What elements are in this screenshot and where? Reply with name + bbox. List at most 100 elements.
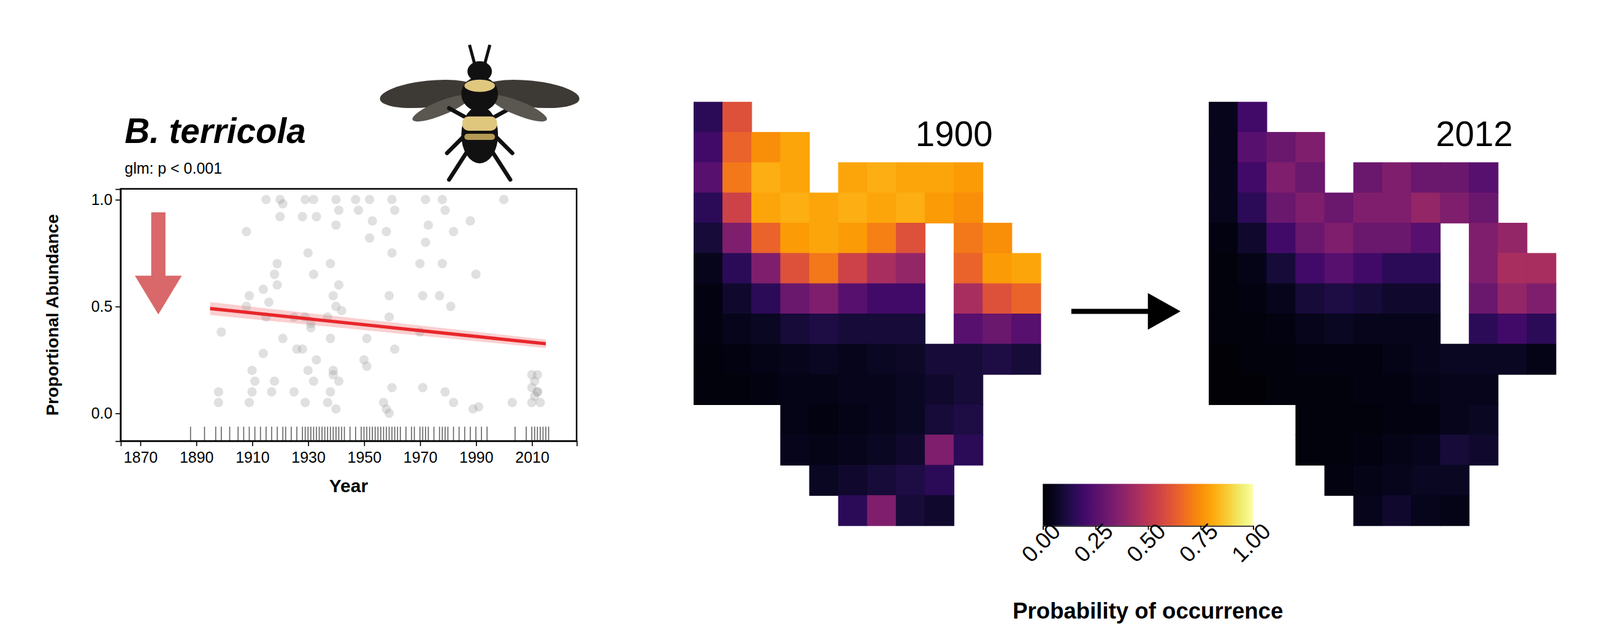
point [269,269,280,279]
map-cell [809,283,839,314]
point [241,301,251,311]
map-cell [1266,162,1296,193]
map-cell [1382,283,1412,314]
map-cell [1238,374,1267,405]
subtitle: glm: p < 0.001 [124,159,223,177]
point [390,205,400,215]
map-cell [1295,434,1325,465]
map-cell [983,313,1012,345]
map-cell [694,192,724,223]
map-cell [1440,344,1470,375]
map-cell [954,283,984,314]
map-cell [1498,223,1528,254]
rug-tick [486,426,488,441]
map-cell [723,374,752,405]
map-cell [1238,283,1267,314]
map-cell [1411,283,1440,314]
map-cell [867,464,896,495]
map-cell [809,404,839,435]
point [440,205,450,215]
map-cell [694,313,724,345]
point [272,258,282,268]
point [527,397,537,407]
x-tick: 2010 [515,440,549,467]
map [694,101,1042,525]
map-cell [867,313,896,345]
map-cell [867,434,896,465]
map-cell [1382,464,1412,495]
x-tick: 1950 [347,440,382,467]
map-cell [1353,494,1383,525]
colorbar-axis: 0.000.250.500.751.00 [1016,518,1276,567]
rug-tick [260,426,262,441]
x-tick-label: 1870 [123,448,158,466]
point [311,211,321,221]
rug-tick [374,426,376,441]
map-cell [954,344,984,375]
map-cell [780,404,810,435]
map-cell [780,162,810,193]
map-cell [694,162,724,193]
map-cell [1295,223,1325,254]
map-cell [1295,344,1325,375]
point [361,361,372,371]
map-cell [838,313,868,345]
map-cell [838,283,868,314]
map-cell [895,192,925,223]
map-cell [1209,374,1239,405]
point [264,297,274,307]
map-cell [1266,253,1296,284]
point [275,211,285,221]
rug-tick [290,426,292,441]
rug-tick [237,426,239,441]
point [507,397,517,407]
point [386,382,397,392]
map-cell [751,283,781,314]
map-cell [723,283,752,314]
map-cell [1382,344,1412,375]
map-cell [1209,132,1239,163]
point [325,333,335,343]
map-cell [954,434,984,465]
point [331,220,341,230]
point [272,280,282,290]
point [532,386,543,397]
map-cell [1266,313,1296,345]
map-cell [895,464,925,495]
point [434,290,445,300]
point [241,226,251,237]
map-cell [751,313,781,345]
map-cell [895,344,925,375]
x-tick: 1970 [403,440,438,467]
rug-tick [332,426,334,441]
map-cell [723,253,752,284]
point [331,194,341,204]
x-tick-mark [420,440,422,446]
map-cell [895,494,925,525]
point [465,215,475,226]
point [415,258,425,268]
x-tick-label: 1950 [347,448,382,466]
point [244,397,254,407]
map-cell [1209,192,1239,223]
rug-tick [338,426,340,441]
map-cell [723,223,752,254]
map-cell [1324,253,1354,284]
rug-tick [396,426,399,441]
map-cell [780,132,810,163]
rug-tick [464,426,466,441]
map-cell [867,223,896,254]
rug-tick [388,426,391,441]
map-cell [1382,162,1412,193]
map-cell [1238,192,1267,223]
colorbar-title: Probability of occurrence [1012,597,1283,624]
point [386,248,397,258]
point [325,258,335,268]
map-cell [723,132,752,163]
map-cell [1411,192,1440,223]
colorbar-tick: 0.00 [1016,518,1066,567]
point [384,290,394,300]
x-axis-title: Year [329,475,369,496]
point [334,205,344,215]
map-cell [1238,344,1267,375]
